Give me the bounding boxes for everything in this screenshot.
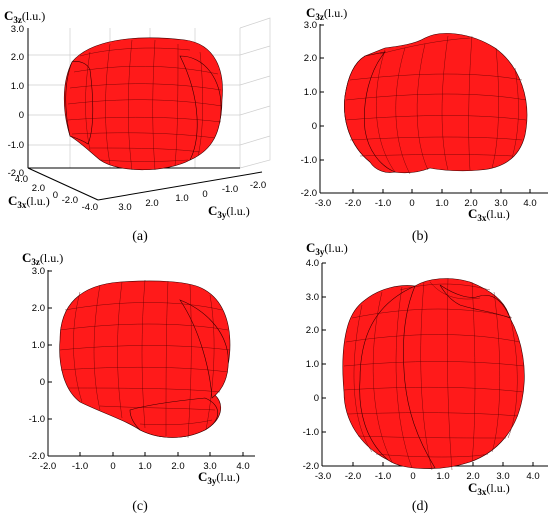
panel-d-h-tick: -3.0 (315, 471, 331, 482)
panel-a: 3.0 2.0 1.0 0 -1.0 -2.0 4.0 2.0 0 -2.0 -… (4, 8, 271, 244)
panel-d-h-tick: -2.0 (345, 471, 361, 482)
panel-c-v-tick: 1.0 (32, 340, 45, 351)
panel-c-surface (59, 279, 231, 439)
panel-a-y-tick: 3.0 (118, 202, 131, 213)
panel-d-h-tick: 3.0 (496, 471, 509, 482)
panel-c-h-tick: 2.0 (171, 461, 184, 472)
panel-c-vertical-axis-label: C3z(l.u.) (22, 250, 63, 267)
panel-d-v-tick: 3.0 (306, 292, 319, 303)
panel-d-v-tick: -2.0 (303, 461, 319, 472)
panel-b-v-tick: -1.0 (301, 155, 317, 166)
panel-d-h-tick: 0 (410, 471, 415, 482)
panel-a-y-tick: 0 (202, 189, 207, 200)
panel-b-vertical-axis-label: C3z(l.u.) (306, 5, 347, 22)
panel-c-h-tick: 4.0 (236, 461, 249, 472)
panel-a-z-tick: 1.0 (11, 81, 24, 92)
panel-d-vertical-axis-label: C3y(l.u.) (306, 240, 348, 257)
panel-a-surface (63, 37, 223, 171)
panel-a-z-tick: -1.0 (8, 140, 24, 151)
panel-a-y-tick: 1.0 (175, 193, 188, 204)
panel-d-h-tick: 4.0 (526, 471, 539, 482)
panel-b-caption: (b) (412, 229, 429, 244)
panel-d-caption: (d) (412, 499, 429, 514)
panel-d-surface (342, 277, 525, 471)
panel-b-v-tick: -2.0 (301, 188, 317, 199)
panel-d-h-tick: 1.0 (436, 471, 449, 482)
panel-b-h-tick: 4.0 (523, 198, 536, 209)
panel-a-x-axis-label: C3x(l.u.) (8, 193, 50, 210)
panel-c-h-tick: -1.0 (72, 461, 88, 472)
panel-b-h-tick: -2.0 (345, 198, 361, 209)
panel-a-x-tick: 2.0 (32, 183, 45, 194)
panel-c-v-tick: -1.0 (29, 414, 45, 425)
panel-c-h-tick: -2.0 (40, 461, 56, 472)
panel-c-caption: (c) (132, 499, 148, 514)
panel-a-x-tick: 4.0 (15, 174, 28, 185)
panel-a-z-tick: -2.0 (8, 168, 24, 179)
panel-a-x-tick: -2.0 (62, 195, 78, 206)
panel-c-h-tick: 1.0 (138, 461, 151, 472)
panel-b-v-tick: 3.0 (304, 20, 317, 31)
panel-a-z-tick: 2.0 (11, 52, 24, 63)
panel-a-x-axis (27, 167, 99, 201)
panel-a-x-tick: 0 (53, 190, 58, 201)
panel-a-y-tick: 2.0 (145, 198, 158, 209)
panel-b-v-tick: 1.0 (304, 87, 317, 98)
panel-b-h-tick: -3.0 (315, 198, 331, 209)
panel-d-horizontal-axis-label: C3x(l.u.) (468, 480, 510, 497)
panel-b-h-tick: 1.0 (435, 198, 448, 209)
panel-d: 4.0 3.0 2.0 1.0 0 -1.0 -2.0 -3.0 -2.0 -1… (303, 240, 548, 514)
panel-d-h-tick: 2.0 (466, 471, 479, 482)
panel-c-h-tick: 3.0 (203, 461, 216, 472)
panel-b-v-tick: 2.0 (304, 53, 317, 64)
panel-c-v-tick: 2.0 (32, 303, 45, 314)
panel-a-y-axis (97, 171, 263, 201)
panel-a-x-tick: -4.0 (82, 202, 98, 213)
panel-c-v-tick: 0 (40, 377, 45, 388)
panel-a-z-axis-label: C3z(l.u.) (4, 8, 45, 25)
panel-d-v-tick: -1.0 (303, 427, 319, 438)
panel-c-v-tick: -2.0 (29, 451, 45, 462)
panel-b-h-tick: 2.0 (464, 198, 477, 209)
panel-a-z-tick: 3.0 (11, 24, 24, 35)
panel-b-v-tick: 0 (312, 121, 317, 132)
panel-c-h-tick: 0 (110, 461, 115, 472)
panel-b-horizontal-axis-label: C3x(l.u.) (468, 206, 510, 223)
panel-d-v-tick: 1.0 (306, 359, 319, 370)
panel-a-z-tick: 0 (19, 110, 24, 121)
panel-d-v-tick: 0 (314, 393, 319, 404)
panel-c-v-tick: 3.0 (32, 266, 45, 277)
panel-b-surface (344, 33, 528, 175)
panel-b-h-tick: 0 (409, 198, 414, 209)
panel-d-v-tick: 2.0 (306, 325, 319, 336)
panel-a-y-axis-label: C3y(l.u.) (208, 203, 250, 220)
panel-b-h-tick: 3.0 (494, 198, 507, 209)
panel-a-y-tick: -1.0 (222, 184, 238, 195)
panel-a-y-tick: -2.0 (250, 180, 266, 191)
panel-d-v-tick: 4.0 (306, 258, 319, 269)
panel-c: 3.0 2.0 1.0 0 -1.0 -2.0 -2.0 -1.0 0 1.0 … (22, 250, 255, 514)
panel-a-caption: (a) (132, 229, 148, 244)
panel-c-horizontal-axis-label: C3y(l.u.) (198, 469, 240, 486)
panel-b: 3.0 2.0 1.0 0 -1.0 -2.0 -3.0 -2.0 -1.0 0… (301, 5, 548, 244)
panel-d-h-tick: -1.0 (375, 471, 391, 482)
panel-b-h-tick: -1.0 (375, 198, 391, 209)
